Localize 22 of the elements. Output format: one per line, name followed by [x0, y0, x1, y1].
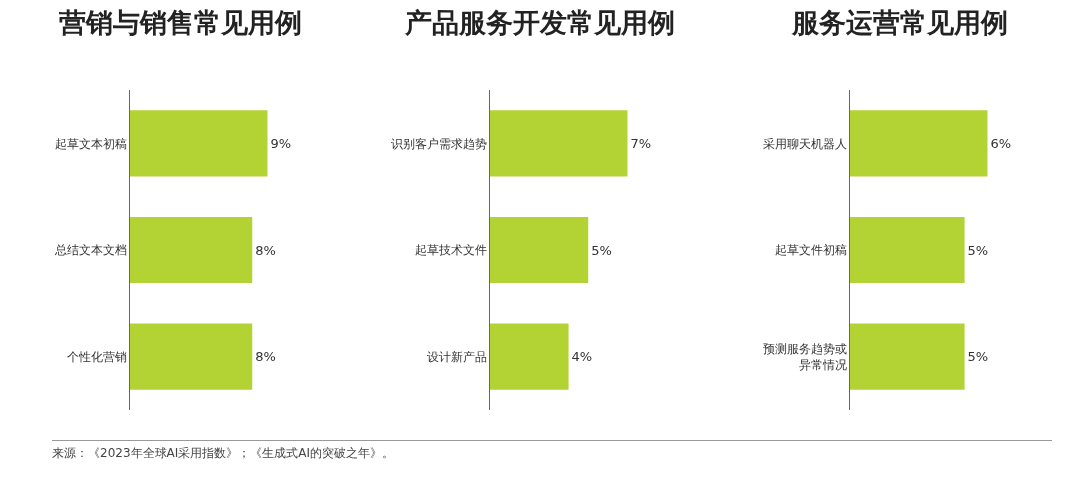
chart-title: 产品服务开发常见用例 — [404, 6, 675, 38]
y-tick-label: 起草技术文件 — [414, 243, 487, 258]
y-tick-label: 采用聊天机器人 — [762, 136, 847, 151]
data-label: 8% — [255, 349, 276, 365]
y-tick-label: 预测服务趋势或异常情况 — [762, 342, 847, 372]
chart-title: 营销与销售常见用例 — [57, 6, 302, 38]
data-label: 7% — [630, 135, 652, 151]
data-label: 9% — [270, 135, 292, 151]
data-label: 8% — [255, 242, 276, 258]
y-tick-label: 起草文件初稿 — [774, 243, 847, 258]
y-tick-label: 个性化营销 — [66, 349, 127, 364]
data-label: 4% — [571, 349, 593, 365]
data-label: 6% — [990, 135, 1012, 151]
y-tick-label: 总结文本文档 — [53, 243, 127, 258]
source-note: 来源：《2023年全球AI采用指数》；《生成式AI的突破之年》。 — [52, 445, 396, 462]
y-tick-label: 设计新产品 — [426, 349, 487, 364]
y-tick-label: 起草文本初稿 — [54, 136, 127, 151]
data-label: 5% — [967, 242, 989, 258]
data-label: 5% — [967, 349, 989, 365]
chart-title: 服务运营常见用例 — [791, 6, 1008, 38]
y-tick-label: 识别客户需求趋势 — [390, 136, 487, 151]
data-label: 5% — [591, 242, 612, 258]
